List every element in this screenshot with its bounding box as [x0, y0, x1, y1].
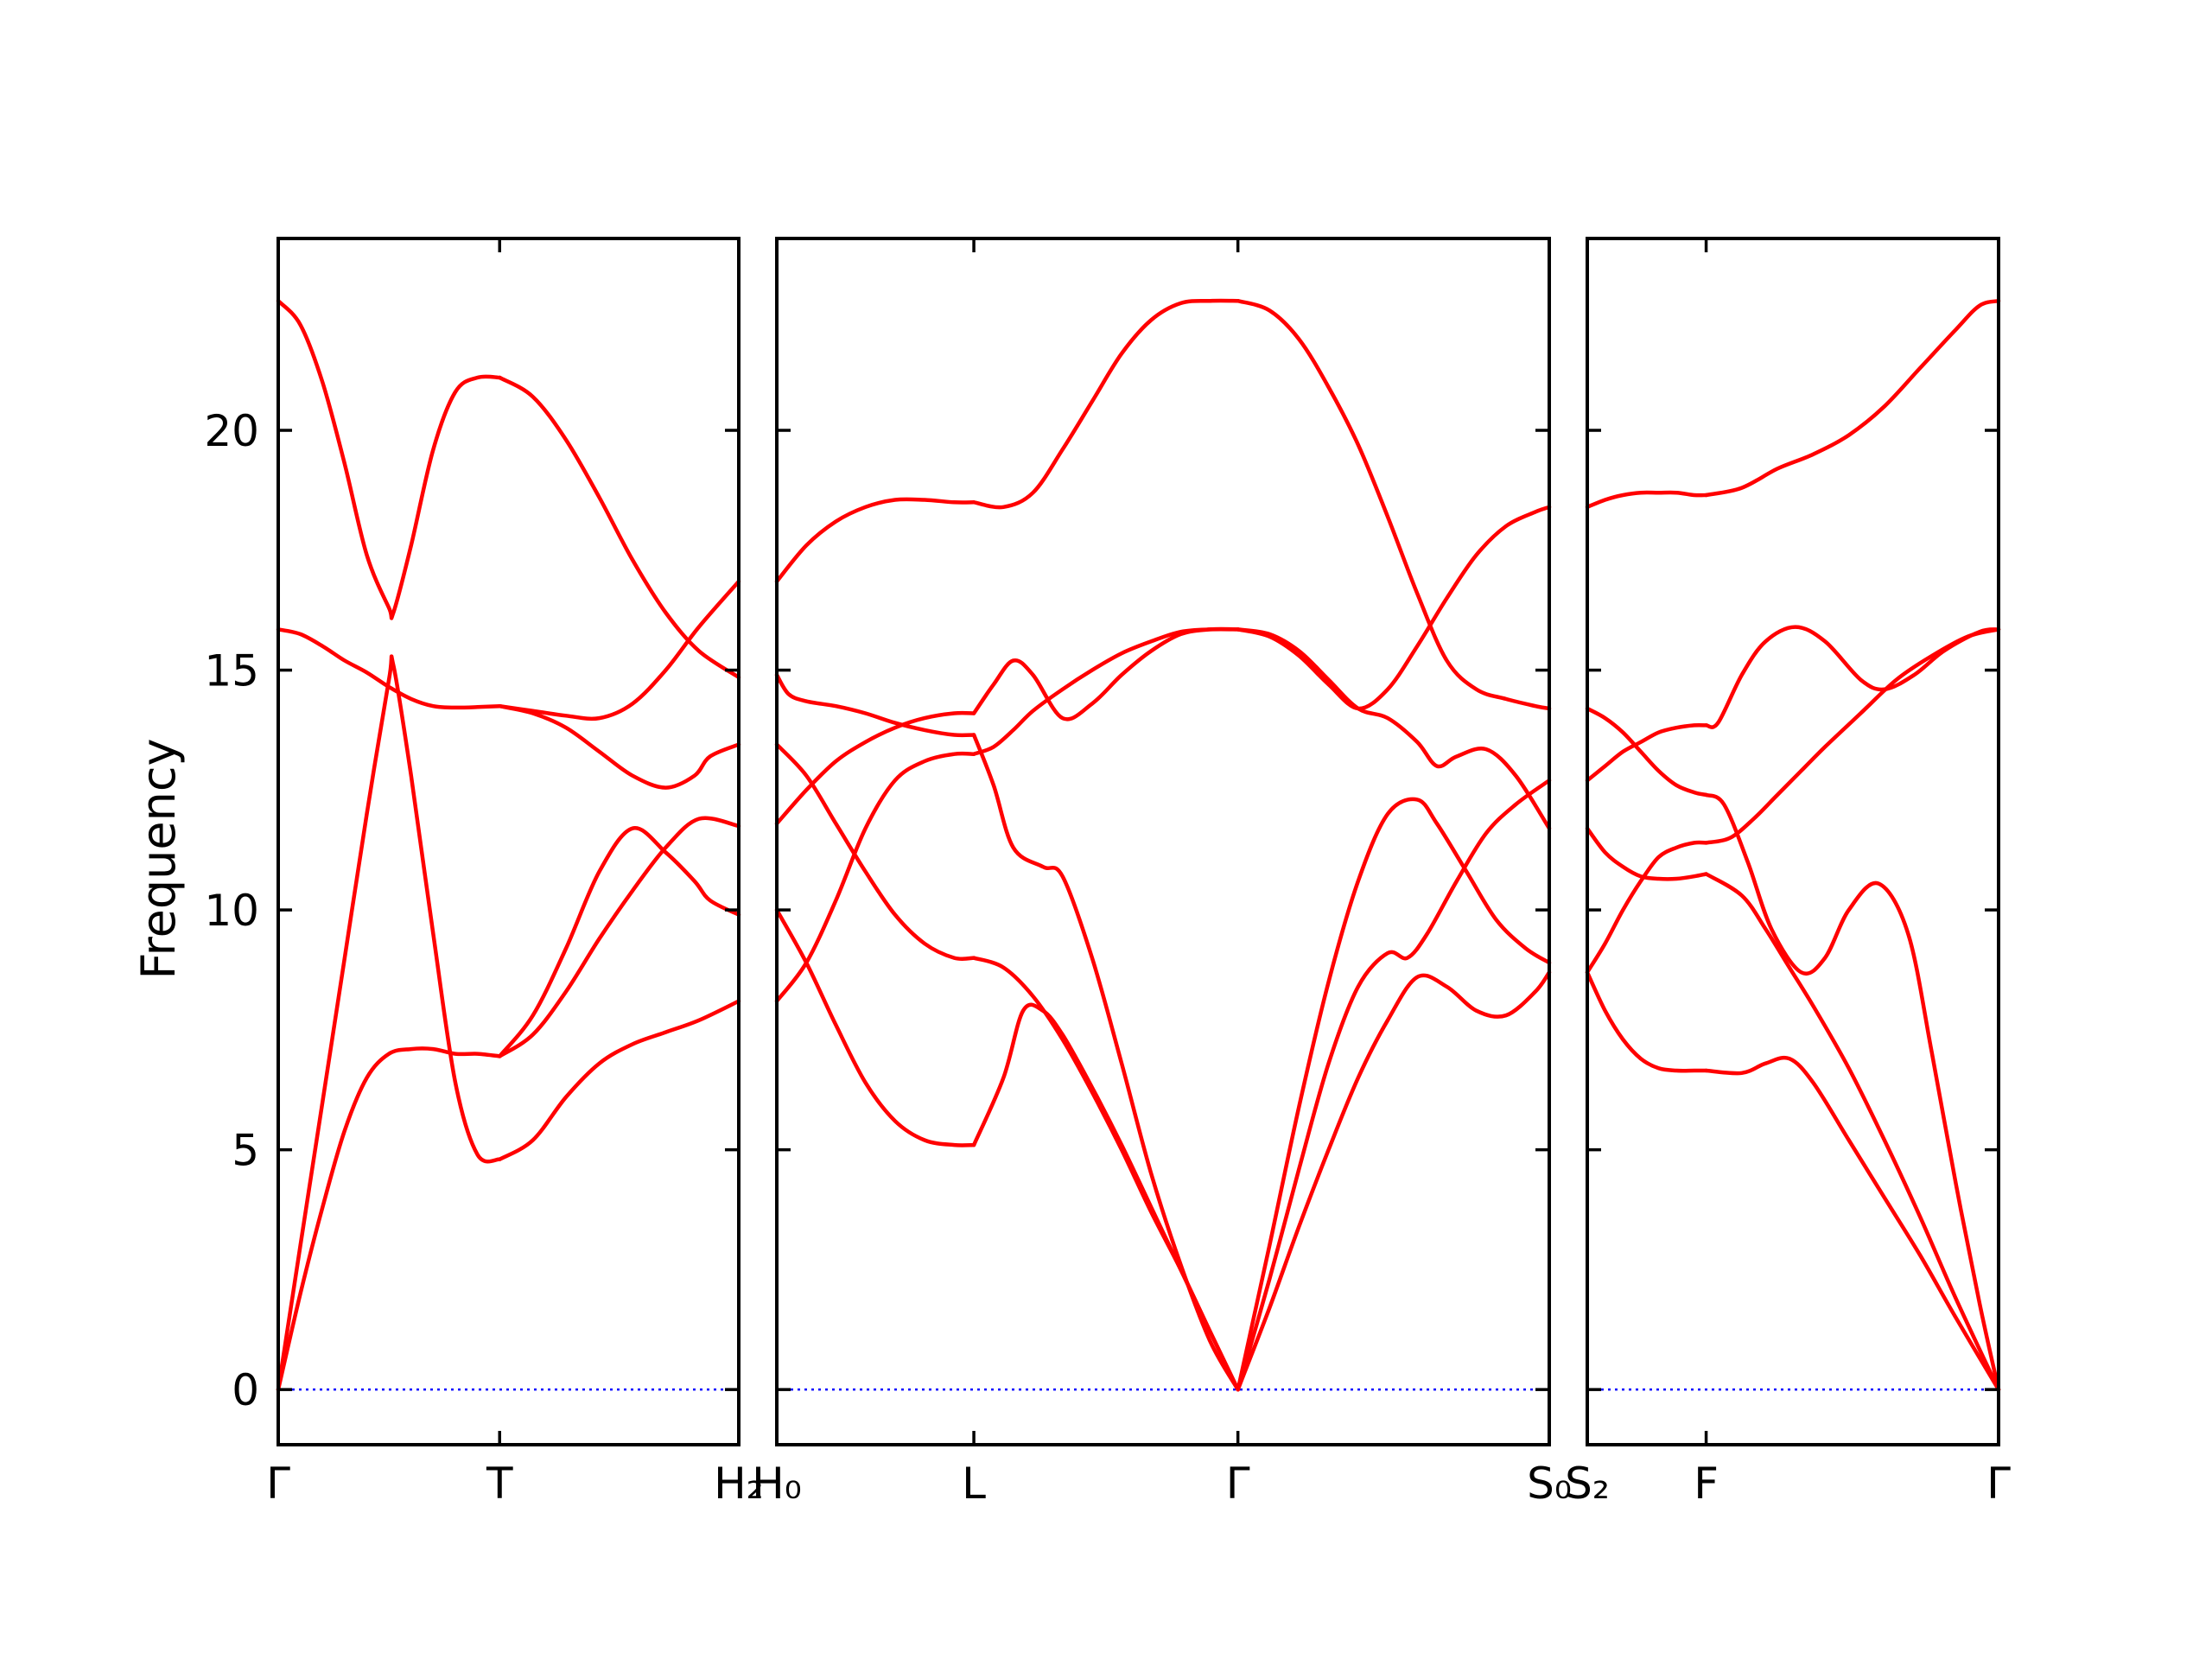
band-line-6: [1236, 298, 1552, 711]
panel-2: H₀ L Γ S₀: [752, 237, 1572, 1509]
x-tick-label: Γ: [1986, 1459, 2011, 1509]
y-tick-label: 20: [204, 406, 259, 456]
band-line-5: [1585, 706, 1708, 798]
band-line-2: [1704, 872, 2001, 1392]
band-line-2: [276, 654, 502, 1392]
panel-3-segment-1: [1585, 490, 1708, 1073]
band-line-5: [971, 626, 1240, 721]
x-tick-label: H₂: [714, 1459, 764, 1509]
x-tick-label: F: [1694, 1459, 1719, 1509]
band-line-3: [1704, 792, 2001, 1392]
band-line-2: [498, 816, 741, 1058]
band-line-5: [1236, 505, 1552, 711]
panel-frame: [775, 237, 1551, 1446]
x-tick-label: S₀: [1527, 1459, 1572, 1509]
band-line-3: [1236, 797, 1552, 1392]
panel-3-segment-2: [1704, 298, 2001, 1392]
band-line-6: [774, 497, 976, 584]
band-line-6: [971, 298, 1240, 510]
band-line-3: [498, 826, 741, 1058]
band-line-2: [1236, 778, 1552, 1392]
x-tick-label: H₀: [752, 1459, 802, 1509]
y-tick-label: 5: [232, 1126, 259, 1176]
band-line-1: [1585, 970, 1708, 1073]
band-line-4: [1236, 627, 1552, 830]
band-line-4: [1704, 627, 2001, 845]
x-tick-label: Γ: [266, 1459, 290, 1509]
band-line-2: [971, 956, 1240, 1392]
band-line-5: [498, 579, 741, 721]
band-line-4: [1585, 722, 1708, 783]
x-tick-label: T: [486, 1459, 513, 1509]
band-line-4: [498, 703, 741, 790]
panel-2-segment-1: [774, 497, 976, 1147]
panel-1: Γ T H₂: [266, 237, 764, 1509]
band-line-2: [1585, 840, 1708, 975]
y-tick-label: 15: [204, 646, 259, 696]
band-line-4: [276, 298, 502, 620]
panel-frame: [1586, 237, 2000, 1446]
band-line-1: [774, 751, 976, 1003]
band-line-1: [1236, 970, 1552, 1392]
x-tick-label: L: [962, 1459, 986, 1509]
x-tick-label: S₂: [1565, 1459, 1610, 1509]
panel-frame: [276, 237, 741, 1446]
band-line-5: [774, 672, 976, 738]
band-line-1: [498, 999, 741, 1161]
band-line-2: [774, 907, 976, 1147]
band-line-3: [774, 710, 976, 826]
band-line-1: [1704, 1055, 2001, 1392]
band-line-1: [276, 1046, 502, 1392]
panel-2-segment-3: [1236, 298, 1552, 1392]
band-line-5: [1704, 625, 2001, 729]
band-line-1: [971, 1002, 1240, 1392]
band-line-6: [498, 375, 741, 680]
panel-1-segment-1: [276, 298, 502, 1392]
band-line-3: [971, 733, 1240, 1392]
panel-2-segment-2: [971, 298, 1240, 1392]
y-axis-label: Frequency: [131, 739, 186, 980]
band-line-6: [1704, 298, 2001, 498]
band-line-3: [276, 627, 502, 710]
band-line-3: [1585, 826, 1708, 881]
y-tick-label: 10: [204, 886, 259, 936]
y-tick-label: 0: [232, 1365, 259, 1415]
band-line-4: [774, 742, 976, 962]
panel-1-segment-2: [498, 375, 741, 1161]
y-tick-labels: 0 5 10 15 20: [204, 406, 259, 1415]
x-tick-label: Γ: [1226, 1459, 1250, 1509]
band-line-6: [1585, 490, 1708, 510]
panel-3: S₂ F Γ: [1565, 237, 2011, 1509]
